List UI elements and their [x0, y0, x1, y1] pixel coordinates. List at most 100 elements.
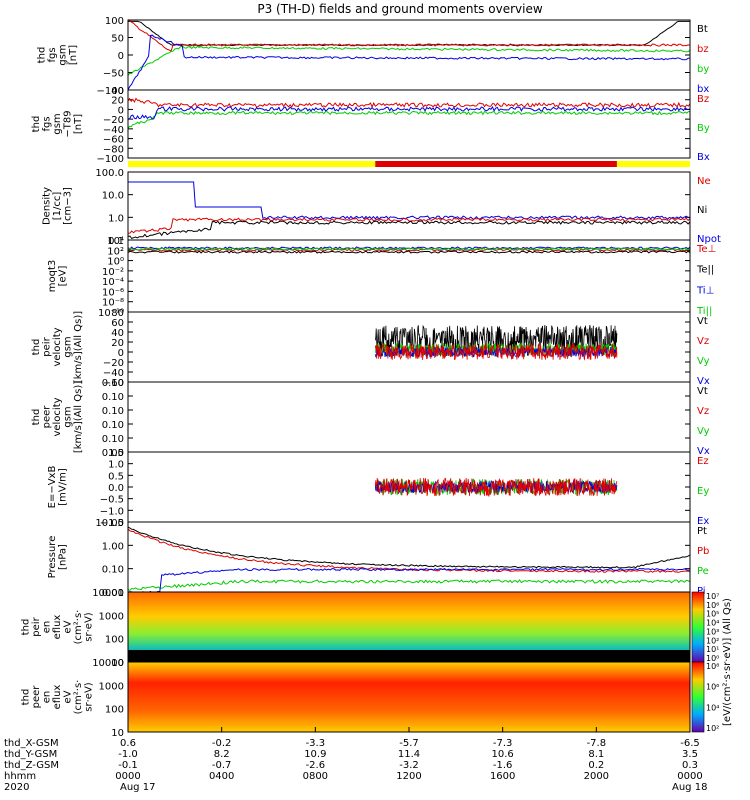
colorbar-tick: 10⁸ [706, 662, 719, 671]
ytick-label: 0 [118, 105, 124, 116]
ylabel-fgs-gsm: thd fgs gsm [nT] [36, 44, 79, 65]
colorbar-tick: 10⁶ [706, 601, 719, 610]
ytick-label: 50 [111, 34, 124, 45]
legend-Vt: Vt [697, 386, 708, 397]
ytick-label: −50 [103, 69, 124, 80]
ytick-label: 60 [111, 318, 124, 329]
ytick-label: 10.0 [102, 191, 124, 202]
xaxis-value: -0.2 [212, 738, 232, 749]
colorbar-tick: 10² [706, 636, 719, 645]
ylabel-line: thd [21, 619, 32, 636]
ylabel-pressure: Pressure [nPa] [47, 536, 69, 579]
series-Vx [374, 346, 618, 359]
ytick-label: 100 [105, 16, 124, 27]
ylabel-line: peer [42, 405, 53, 429]
series-Ne [127, 217, 691, 234]
xaxis-date-start: Aug 17 [120, 782, 155, 793]
xaxis-value: -3.2 [399, 760, 419, 771]
xaxis-row-label: hhmm [4, 771, 36, 782]
panel-density: Density [1/cc] [cm−3] 100.0 10.0 1.0 0.1 Ne Ni Np… [42, 168, 721, 247]
ytick-label: −1.0 [100, 506, 124, 517]
ylabel-line: gsm [52, 113, 63, 134]
xaxis-value: 0.3 [682, 760, 698, 771]
ylabel-line: [nT] [68, 45, 79, 65]
series-Te-par [127, 250, 691, 254]
series-Bz [127, 97, 691, 109]
ylabel-line: eV [63, 620, 74, 633]
series-bz [127, 19, 691, 52]
ylabel-peer-velocity: thd peer velocity gsm [km/s](All Qs)] [31, 381, 84, 453]
panel-peer-spec: thd peer en eflux eV (cm²·s· sr·eV) 10000 1000 10… [21, 658, 720, 739]
ytick-label: −40 [103, 368, 124, 379]
ylabel-line: thd [31, 339, 42, 356]
ytick-label: 10000 [92, 658, 124, 669]
ylabel-density: Density [1/cc] [cm−3] [42, 187, 74, 225]
ytick-label: −80 [103, 144, 124, 155]
legend-Pe: Pe [697, 566, 709, 577]
ylabel-line: [1/cc] [52, 192, 63, 221]
legend-Npot: Npot [697, 234, 721, 245]
status-bar-red [375, 161, 617, 167]
ytick-label: 1.00 [102, 541, 124, 552]
ytick-label: 1000 [99, 611, 124, 622]
ylabel-line: [nPa] [57, 544, 68, 570]
panel-peir-velocity: thd peir velocity gsm [km/s](All Qs)] 8060402… [31, 308, 710, 389]
ytick-label: 10² [107, 246, 124, 257]
ylabel-line: eflux [52, 685, 63, 710]
ytick-label: −100 [97, 154, 124, 165]
xaxis-value: 1600 [490, 771, 515, 782]
xaxis-value: 8.1 [588, 749, 604, 760]
series-bx [127, 34, 691, 91]
colorbar-tick: 10⁴ [706, 619, 719, 628]
legend-Vy: Vy [697, 356, 710, 367]
legend-Vx: Vx [697, 376, 710, 387]
xaxis-year: 2020 [4, 782, 29, 793]
ytick-label: 10⁰ [107, 257, 124, 268]
legend-Bx: Bx [697, 152, 710, 163]
ylabel-efield: E=−VxB [mV/m] [47, 466, 69, 509]
xaxis-row-label: thd_X-GSM [4, 738, 59, 749]
panel-frame [127, 89, 691, 159]
series-Pb [127, 528, 691, 573]
ytick-label: 80 [111, 308, 124, 319]
plot-title: P3 (TH-D) fields and ground moments over… [257, 2, 542, 16]
ytick-label: 100.0 [95, 168, 124, 179]
ylabel-line: sr·eV) [84, 612, 95, 641]
ylabel-line: [cm−3] [63, 187, 74, 225]
ylabel-temperature: moqt3 [eV] [47, 260, 69, 293]
xaxis-value: -0.1 [118, 760, 138, 771]
ylabel-line: velocity [52, 397, 63, 436]
ylabel-peir-velocity: thd peir velocity gsm [km/s](All Qs)] [31, 311, 84, 383]
colorbar-peer-spec: 10⁸ 10⁶ 10⁴ 10² [691, 661, 719, 733]
ylabel-line: gsm [57, 44, 68, 65]
ylabel-line: E=−VxB [47, 466, 58, 509]
legend-Pt: Pt [697, 526, 707, 537]
series-by [127, 45, 691, 76]
ylabel-line: en [42, 621, 53, 634]
xaxis-value: 0000 [677, 771, 702, 782]
ytick-label: −20 [103, 358, 124, 369]
panel-fgs-gsm: thd fgs gsm [nT] 100 50 0 −50 −100 Bt bz by bx [36, 16, 709, 97]
xaxis-value: 0.2 [588, 760, 604, 771]
ylabel-line: thd [21, 689, 32, 706]
series-Vz [374, 342, 618, 361]
legend-Ti⊥: Ti⊥ [696, 285, 714, 296]
series-Npot [128, 181, 691, 220]
ytick-label: 0.0 [108, 483, 124, 494]
ylabel-line: thd [36, 47, 47, 64]
ytick-label: 1.0 [108, 460, 124, 471]
legend-Ne: Ne [697, 176, 711, 187]
ytick-label: 10⁻² [102, 267, 124, 278]
peer-spec-image [128, 662, 690, 732]
xaxis-value: -7.3 [493, 738, 513, 749]
legend-Pi: Pi [697, 586, 706, 597]
ylabel-line: en [42, 691, 53, 704]
ylabel-line: velocity [52, 327, 63, 366]
ytick-label: 10⁻⁸ [102, 298, 124, 309]
xaxis-value: -3.3 [306, 738, 326, 749]
ytick-label: 10.00 [95, 518, 124, 529]
status-bar: [eV/(cm²·s·sr·eV)] (All Qs) [128, 161, 733, 726]
xaxis-value: 8.2 [214, 749, 230, 760]
xaxis-value: 10.6 [492, 749, 514, 760]
